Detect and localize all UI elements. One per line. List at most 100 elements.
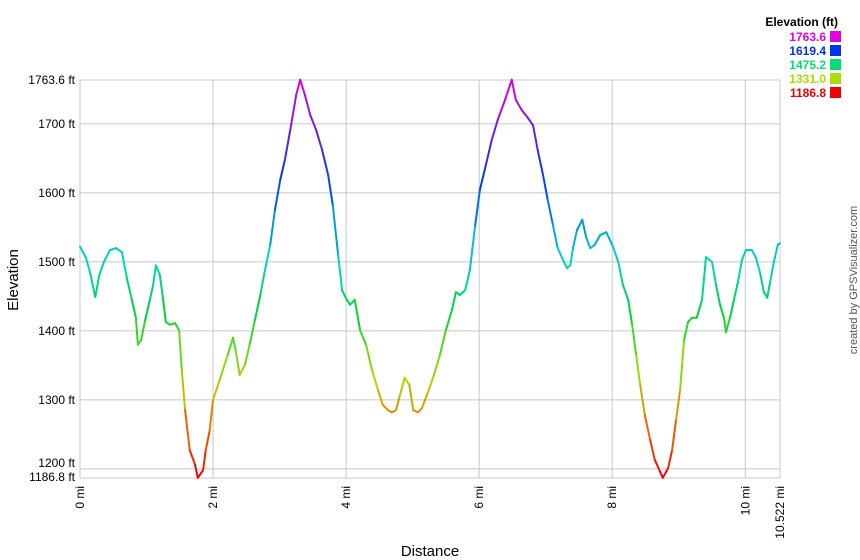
legend-swatch [830,73,841,84]
profile-segment [468,224,477,272]
profile-segment [728,298,735,319]
y-tick-label: 1400 ft [38,324,75,338]
profile-segment [438,329,447,357]
profile-segment [114,247,123,254]
profile-segment [188,449,197,466]
profile-segment [238,363,246,377]
profile-segment [661,467,670,479]
profile-segment [371,369,380,392]
profile-segment [269,209,276,246]
profile-segment [126,278,133,301]
profile-segment [321,149,330,176]
y-tick-label: 1200 ft [38,456,75,470]
profile-segment [341,289,348,301]
profile-segment [359,329,368,346]
legend-swatch [830,45,841,56]
profile-segment [458,289,467,297]
y-tick-label: 1186.8 ft [29,470,75,484]
profile-segment [303,93,312,116]
profile-segment [309,113,318,132]
profile-segment [611,243,620,263]
profile-segment [130,298,137,319]
profile-segment [605,231,614,246]
profile-segment [478,164,487,192]
x-tick-label: 2 mi [206,486,220,509]
profile-segment [561,258,568,270]
profile-segment [679,338,686,392]
profile-segment [331,204,340,256]
y-tick-label: 1700 ft [38,117,75,131]
profile-segment [232,336,237,352]
legend-label: 1186.8 [790,86,826,100]
profile-segment [536,149,545,176]
profile-segment [248,318,256,346]
profile-segment [226,336,235,357]
profile-segment [178,329,183,372]
profile-segment [408,383,415,412]
profile-segment [514,98,523,112]
profile-segment [315,129,324,152]
profile-segment [208,398,215,432]
profile-segment [158,273,165,301]
profile-segment [279,158,286,181]
x-tick-label: 10 mi [738,486,752,515]
profile-segment [631,323,638,357]
profile-segment [464,269,471,292]
x-tick-label: 0 mi [73,486,87,509]
profile-segment [120,251,129,281]
profile-segment [204,429,211,452]
y-tick-label: 1300 ft [38,393,75,407]
profile-segment [649,438,656,461]
profile-segment [683,320,690,341]
x-tick-label: 4 mi [339,486,353,509]
profile-segment [546,198,555,227]
profile-segment [705,256,714,263]
profile-segment [295,78,302,96]
legend-swatch [830,59,841,70]
profile-segment [299,78,306,96]
profile-segment [526,116,535,127]
profile-segment [496,98,507,121]
profile-segment [403,376,411,386]
x-axis-label: Distance [401,543,459,560]
profile-segment [174,322,181,332]
profile-segment [585,236,592,250]
profile-segment [556,247,564,261]
profile-segment [732,280,739,301]
profile-segment [98,260,105,276]
profile-segment [617,260,624,286]
profile-segment [263,243,272,272]
profile-segment [711,260,718,286]
profile-segment [736,258,743,283]
profile-segment [395,394,401,412]
profile-segment [140,318,147,341]
profile-segment [766,282,771,299]
profile-segment [474,189,481,227]
profile-segment [162,298,167,323]
profile-segment [218,354,229,381]
profile-segment [718,303,725,319]
credit-text: created by GPSVisualizer.com [848,206,860,354]
profile-segment [667,449,674,470]
x-tick-label: 10.522 mi [773,486,787,539]
profile-segment [243,343,251,366]
profile-segment [715,283,721,306]
x-axis-ticks: 0 mi 2 mi 4 mi 6 mi 8 mi 10 mi 10.522 mi [73,486,787,539]
profile-segment [772,243,779,263]
profile-segment [520,109,529,119]
legend-label: 1763.6 [789,30,826,44]
profile-segment [194,463,199,479]
profile-segment [108,247,117,252]
profile-segment [253,294,262,321]
x-tick-label: 6 mi [472,486,486,509]
profile-segment [365,343,374,372]
profile-segment [184,409,191,452]
profile-segment [134,316,139,346]
y-tick-label: 1763.6 ft [28,73,75,87]
profile-segment [377,389,384,406]
legend-title: Elevation (ft) [765,15,838,29]
profile-segment [643,414,652,441]
profile-segment [398,376,406,397]
profile-segment [444,309,453,332]
